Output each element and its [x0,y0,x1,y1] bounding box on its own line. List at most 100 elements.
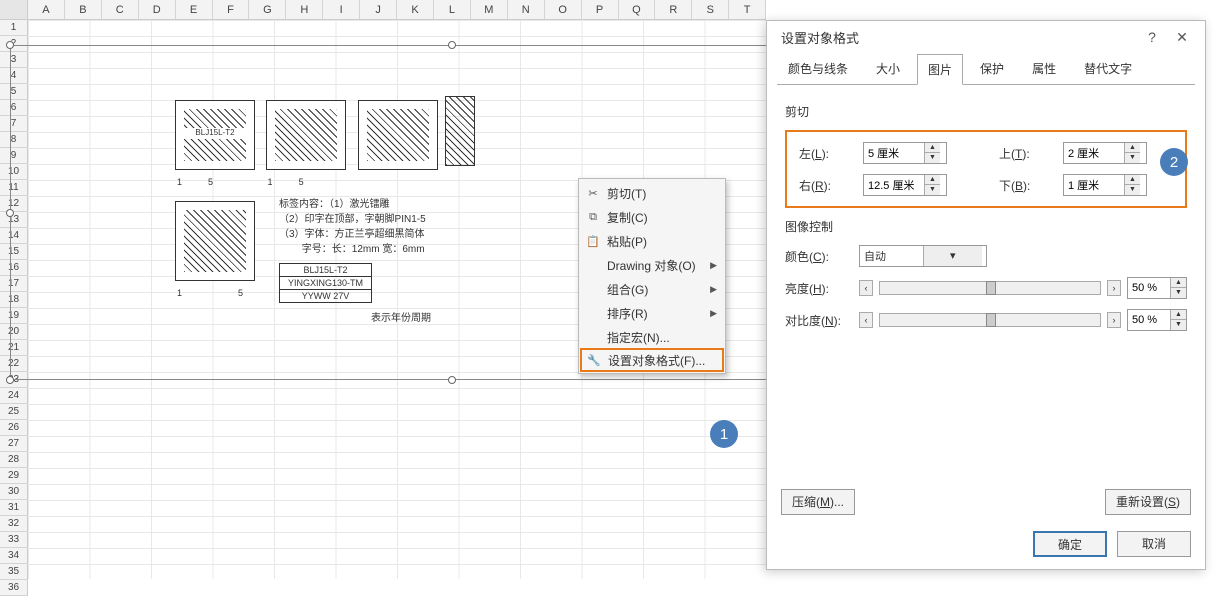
resize-handle-mid-left[interactable] [6,209,14,217]
chevron-down-icon[interactable]: ▾ [923,246,983,266]
spin-up-icon[interactable]: ▲ [1171,310,1186,320]
ctx-group[interactable]: 组合(G)▶ [581,277,723,301]
slider-inc-icon[interactable]: › [1107,312,1121,328]
crop-bottom-spinner[interactable]: ▲▼ [1063,174,1147,196]
col-header-R[interactable]: R [655,0,692,19]
slider-track[interactable] [879,281,1101,295]
col-header-J[interactable]: J [360,0,397,19]
spin-up-icon[interactable]: ▲ [925,143,940,153]
col-header-P[interactable]: P [582,0,619,19]
dialog-titlebar[interactable]: 设置对象格式 ? ✕ [767,21,1205,53]
col-header-A[interactable]: A [28,0,65,19]
col-header-H[interactable]: H [286,0,323,19]
color-select[interactable]: 自动▾ [859,245,987,267]
ctx-cut[interactable]: ✂剪切(T) [581,181,723,205]
contrast-input[interactable] [1128,310,1170,330]
spin-up-icon[interactable]: ▲ [925,175,940,185]
slider-thumb[interactable] [986,281,996,295]
row-header-1[interactable]: 1 [0,20,28,36]
slider-dec-icon[interactable]: ‹ [859,280,873,296]
row-header-34[interactable]: 34 [0,548,28,564]
col-header-F[interactable]: F [213,0,250,19]
col-header-L[interactable]: L [434,0,471,19]
help-button[interactable]: ? [1137,29,1167,45]
row-header-30[interactable]: 30 [0,484,28,500]
brightness-slider[interactable]: ‹› [859,279,1121,297]
col-header-D[interactable]: D [139,0,176,19]
close-button[interactable]: ✕ [1167,29,1197,46]
resize-handle-bot-left[interactable] [6,376,14,384]
contrast-slider[interactable]: ‹› [859,311,1121,329]
row-header-33[interactable]: 33 [0,532,28,548]
ctx-drawing-object[interactable]: Drawing 对象(O)▶ [581,253,723,277]
col-header-C[interactable]: C [102,0,139,19]
ctx-format-object[interactable]: 🔧设置对象格式(F)... [580,348,724,372]
crop-left-input[interactable] [864,147,924,159]
col-header-G[interactable]: G [249,0,286,19]
spin-up-icon[interactable]: ▲ [1125,143,1140,153]
row-header-29[interactable]: 29 [0,468,28,484]
resize-handle-top-mid[interactable] [448,41,456,49]
cancel-button[interactable]: 取消 [1117,531,1191,557]
component-view-2 [266,100,346,170]
contrast-pct[interactable]: ▲▼ [1127,309,1187,331]
slider-inc-icon[interactable]: › [1107,280,1121,296]
spin-down-icon[interactable]: ▼ [925,185,940,195]
row-header-25[interactable]: 25 [0,404,28,420]
col-header-S[interactable]: S [692,0,729,19]
spin-down-icon[interactable]: ▼ [1171,288,1186,298]
spin-down-icon[interactable]: ▼ [925,153,940,163]
col-header-Q[interactable]: Q [619,0,656,19]
crop-right-input[interactable] [864,179,924,191]
col-header-E[interactable]: E [176,0,213,19]
slider-dec-icon[interactable]: ‹ [859,312,873,328]
spin-up-icon[interactable]: ▲ [1125,175,1140,185]
spin-down-icon[interactable]: ▼ [1125,185,1140,195]
row-header-31[interactable]: 31 [0,500,28,516]
embedded-drawing-object[interactable]: BLJ15L-T2 15 15 15 标签内容：（1）激光镭雕 （2）印字在顶部… [10,45,893,380]
brightness-input[interactable] [1128,278,1170,298]
crop-left-spinner[interactable]: ▲▼ [863,142,947,164]
ctx-paste[interactable]: 📋粘贴(P) [581,229,723,253]
reset-button[interactable]: 重新设置(S) [1105,489,1191,515]
resize-handle-top-left[interactable] [6,41,14,49]
col-header-O[interactable]: O [545,0,582,19]
row-header-27[interactable]: 27 [0,436,28,452]
col-header-N[interactable]: N [508,0,545,19]
tab-3[interactable]: 保护 [969,53,1015,84]
crop-bottom-input[interactable] [1064,179,1124,191]
resize-handle-bot-mid[interactable] [448,376,456,384]
select-all-corner[interactable] [0,0,28,19]
col-header-K[interactable]: K [397,0,434,19]
tab-4[interactable]: 属性 [1021,53,1067,84]
col-header-M[interactable]: M [471,0,508,19]
ctx-copy[interactable]: ⧉复制(C) [581,205,723,229]
compress-button[interactable]: 压缩(M)... [781,489,855,515]
tab-5[interactable]: 替代文字 [1073,53,1143,84]
row-header-26[interactable]: 26 [0,420,28,436]
brightness-pct[interactable]: ▲▼ [1127,277,1187,299]
spin-down-icon[interactable]: ▼ [1171,320,1186,330]
crop-top-label: 上(T): [999,145,1057,162]
tab-0[interactable]: 颜色与线条 [777,53,859,84]
crop-top-input[interactable] [1064,147,1124,159]
crop-top-spinner[interactable]: ▲▼ [1063,142,1147,164]
tab-1[interactable]: 大小 [865,53,911,84]
spin-down-icon[interactable]: ▼ [1125,153,1140,163]
ok-button[interactable]: 确定 [1033,531,1107,557]
row-header-28[interactable]: 28 [0,452,28,468]
col-header-I[interactable]: I [323,0,360,19]
ctx-assign-macro[interactable]: 指定宏(N)... [581,325,723,349]
row-header-36[interactable]: 36 [0,580,28,596]
row-header-24[interactable]: 24 [0,388,28,404]
ctx-order[interactable]: 排序(R)▶ [581,301,723,325]
col-header-T[interactable]: T [729,0,766,19]
row-header-35[interactable]: 35 [0,564,28,580]
col-header-B[interactable]: B [65,0,102,19]
crop-right-spinner[interactable]: ▲▼ [863,174,947,196]
row-header-32[interactable]: 32 [0,516,28,532]
spin-up-icon[interactable]: ▲ [1171,278,1186,288]
tab-2[interactable]: 图片 [917,54,963,85]
slider-track[interactable] [879,313,1101,327]
slider-thumb[interactable] [986,313,996,327]
